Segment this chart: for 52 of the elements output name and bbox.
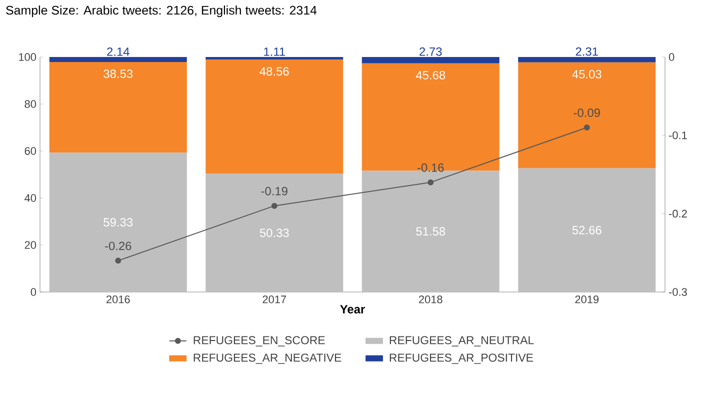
data-label: 45.03 [572, 70, 602, 78]
data-label: 1.11 [264, 48, 285, 56]
data-label: 51.58 [416, 227, 446, 236]
data-label: 50.33 [260, 228, 289, 238]
bar [362, 63, 500, 171]
chart-title: Sample Size: Arabic tweets: 2126, English tweets: 2314 [6, 6, 317, 18]
y-tick-label: 20 [24, 241, 36, 249]
y2-tick-label: -0.2 [669, 210, 687, 218]
data-label: -0.19 [261, 186, 288, 196]
legend-label: REFUGEES_AR_POSITIVE [390, 354, 533, 364]
data-label: 2.14 [107, 47, 130, 56]
y2-tick-label: 0 [668, 53, 674, 61]
data-label: 2.31 [576, 47, 598, 56]
data-label: 45.68 [416, 70, 446, 80]
legend-label: REFUGEES_AR_NEGATIVE [194, 354, 342, 364]
data-label: 48.56 [260, 67, 289, 76]
x-tick-label: 2018 [418, 296, 442, 304]
bar [518, 56, 656, 62]
bar [518, 168, 656, 292]
x-tick-label: 2019 [575, 296, 599, 304]
point [428, 179, 434, 186]
bar [206, 174, 344, 292]
data-label: -0.26 [105, 242, 132, 250]
y-tick-label: 80 [24, 100, 36, 108]
point [115, 258, 122, 264]
y2-tick-label: -0.3 [669, 288, 687, 296]
point [584, 124, 590, 130]
x-tick-label: 2017 [262, 296, 286, 304]
y-tick-label: 100 [19, 53, 36, 61]
bar [206, 60, 344, 174]
y-tick-label: 60 [24, 147, 36, 155]
data-label: -0.09 [574, 108, 600, 117]
point [271, 202, 278, 209]
bar [206, 56, 344, 60]
legend-label: REFUGEES_AR_NEUTRAL [390, 336, 534, 346]
y-tick-label: 0 [30, 288, 36, 296]
bar [362, 57, 500, 64]
data-label: -0.16 [418, 163, 444, 172]
bar [518, 62, 656, 168]
bar [49, 62, 187, 153]
legend-label: REFUGEES_EN_SCORE [194, 336, 325, 346]
data-label: 38.53 [104, 70, 133, 78]
data-label: 52.66 [572, 226, 602, 234]
bar [362, 170, 500, 292]
bar [49, 152, 187, 292]
y-tick-label: 40 [24, 194, 36, 202]
y2-tick-label: -0.1 [669, 131, 687, 140]
data-label: 59.33 [104, 218, 133, 227]
x-tick-label: 2016 [106, 296, 130, 304]
data-label: 2.73 [420, 47, 442, 56]
bar [49, 56, 187, 62]
x-axis-title: Year [340, 305, 365, 314]
